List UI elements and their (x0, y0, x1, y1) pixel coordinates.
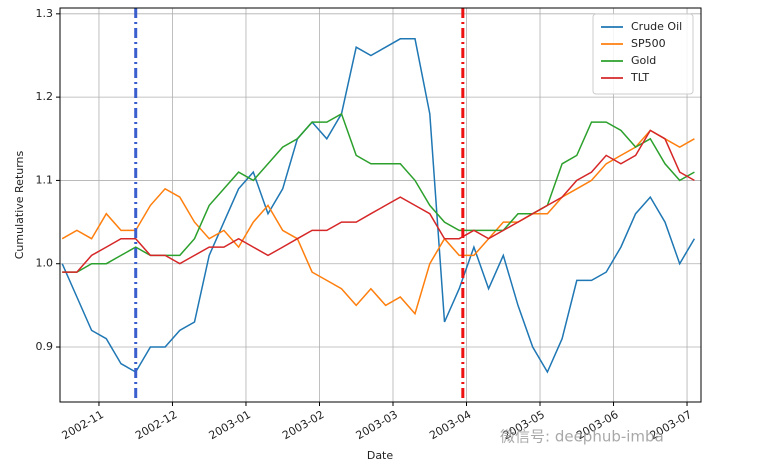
x-tick-label: 2002-12 (133, 408, 179, 442)
y-tick-label: 1.3 (36, 7, 54, 20)
x-tick-label: 2003-03 (354, 408, 400, 442)
series-line (62, 129, 695, 273)
legend-label: SP500 (631, 37, 666, 50)
x-tick-label: 2003-02 (280, 408, 326, 442)
y-tick-label: 0.9 (36, 340, 54, 353)
series-line (61, 129, 695, 316)
series-line (62, 112, 695, 273)
y-tick-label: 1.1 (36, 173, 54, 186)
x-tick-label: 2002-11 (60, 408, 106, 442)
series-line (61, 38, 696, 374)
legend-label: Gold (631, 54, 656, 67)
x-tick-label: 2003-01 (207, 408, 253, 442)
watermark: 微信号: deephub-imba (500, 428, 664, 446)
y-tick-label: 1.0 (36, 257, 54, 270)
y-tick-label: 1.2 (36, 90, 54, 103)
legend-label: TLT (630, 71, 649, 84)
legend-label: Crude Oil (631, 20, 682, 33)
y-axis-label: Cumulative Returns (13, 150, 26, 259)
plot-frame (59, 7, 702, 403)
legend-box (592, 13, 694, 95)
x-tick-label: 2003-04 (427, 408, 473, 442)
x-axis-label: Date (367, 449, 394, 462)
